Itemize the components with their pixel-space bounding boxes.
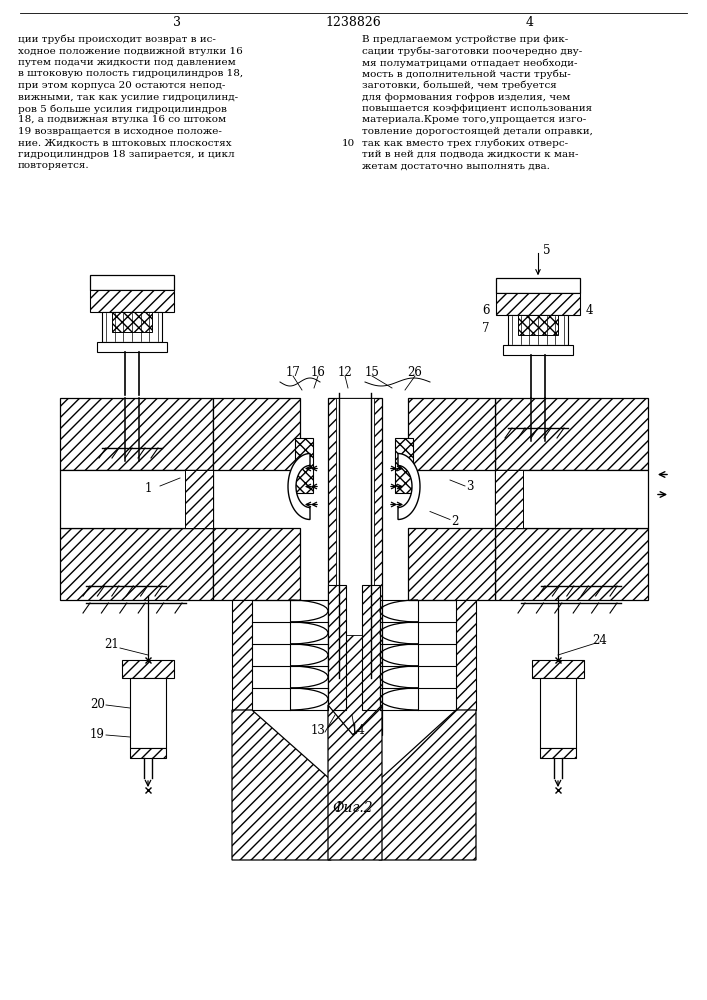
Text: 16: 16 — [310, 365, 325, 378]
Text: 21: 21 — [105, 639, 119, 652]
Text: 4: 4 — [586, 304, 593, 316]
Bar — [60, 398, 213, 470]
Text: жетам достаточно выполнять два.: жетам достаточно выполнять два. — [362, 161, 550, 170]
Bar — [90, 290, 174, 312]
Text: В предлагаемом устройстве при фик-: В предлагаемом устройстве при фик- — [362, 35, 568, 44]
Text: 5: 5 — [543, 243, 551, 256]
Text: путем подачи жидкости под давлением: путем подачи жидкости под давлением — [18, 58, 235, 67]
Bar — [213, 398, 300, 470]
Text: 17: 17 — [286, 365, 300, 378]
Bar — [362, 585, 380, 710]
Bar — [395, 438, 413, 493]
Bar — [90, 275, 174, 290]
Text: гидроцилиндров 18 запирается, и цикл: гидроцилиндров 18 запирается, и цикл — [18, 150, 235, 159]
Text: сации трубы-заготовки поочередно дву-: сации трубы-заготовки поочередно дву- — [362, 46, 583, 56]
Text: 2: 2 — [451, 515, 459, 528]
Text: ходное положение подвижной втулки 16: ходное положение подвижной втулки 16 — [18, 46, 243, 55]
Bar — [540, 748, 576, 758]
Bar — [60, 470, 213, 528]
Text: 7: 7 — [482, 322, 490, 334]
Bar — [60, 528, 213, 600]
Text: в штоковую полость гидроцилиндров 18,: в штоковую полость гидроцилиндров 18, — [18, 70, 243, 79]
Text: повторяется.: повторяется. — [18, 161, 90, 170]
Text: 1: 1 — [144, 482, 152, 494]
Text: 18, а подвижная втулка 16 со штоком: 18, а подвижная втулка 16 со штоком — [18, 115, 226, 124]
Text: 1238826: 1238826 — [325, 16, 381, 29]
Text: 6: 6 — [482, 304, 490, 316]
Text: Фиг.2: Фиг.2 — [333, 801, 373, 815]
Bar — [97, 342, 167, 352]
Bar — [495, 470, 523, 528]
Polygon shape — [379, 710, 476, 860]
Text: 26: 26 — [407, 365, 423, 378]
Polygon shape — [288, 454, 310, 520]
Text: материала.Кроме того,упрощается изго-: материала.Кроме того,упрощается изго- — [362, 115, 586, 124]
Text: 14: 14 — [351, 724, 366, 736]
Bar — [130, 678, 166, 748]
Bar — [496, 278, 580, 293]
Bar — [540, 678, 576, 748]
Text: тий в ней для подвода жидкости к ман-: тий в ней для подвода жидкости к ман- — [362, 150, 578, 159]
Text: 12: 12 — [338, 365, 352, 378]
Bar — [336, 398, 374, 635]
Text: 4: 4 — [526, 16, 534, 29]
Text: 24: 24 — [592, 634, 607, 647]
Bar — [532, 660, 584, 678]
Bar — [232, 600, 252, 710]
Text: ции трубы происходит возврат в ис-: ции трубы происходит возврат в ис- — [18, 35, 216, 44]
Text: 3: 3 — [466, 480, 474, 492]
Text: 19: 19 — [90, 728, 105, 742]
Polygon shape — [328, 705, 382, 860]
Text: при этом корпуса 20 остаются непод-: при этом корпуса 20 остаются непод- — [18, 81, 226, 90]
Text: для формования гофров изделия, чем: для формования гофров изделия, чем — [362, 93, 571, 102]
Bar — [508, 315, 568, 345]
Bar — [328, 585, 346, 710]
Text: 15: 15 — [365, 365, 380, 378]
Text: 10: 10 — [341, 138, 355, 147]
Text: заготовки, большей, чем требуется: заготовки, большей, чем требуется — [362, 81, 556, 91]
Text: мость в дополнительной части трубы-: мость в дополнительной части трубы- — [362, 70, 571, 79]
Text: вижными, так как усилие гидроцилинд-: вижными, так как усилие гидроцилинд- — [18, 93, 238, 102]
Text: мя полуматрицами отпадает необходи-: мя полуматрицами отпадает необходи- — [362, 58, 578, 68]
Text: 13: 13 — [310, 724, 325, 736]
Text: 19 возвращается в исходное положе-: 19 возвращается в исходное положе- — [18, 127, 222, 136]
Bar — [328, 398, 382, 735]
Text: ров 5 больше усилия гидроцилиндров: ров 5 больше усилия гидроцилиндров — [18, 104, 227, 113]
Bar — [496, 293, 580, 315]
Bar — [112, 312, 152, 332]
Bar — [130, 748, 166, 758]
Bar — [495, 470, 648, 528]
Bar — [503, 345, 573, 355]
Text: ние. Жидкость в штоковых плоскостях: ние. Жидкость в штоковых плоскостях — [18, 138, 232, 147]
Text: 3: 3 — [173, 16, 181, 29]
Bar — [102, 312, 162, 342]
Bar — [185, 470, 213, 528]
Text: 20: 20 — [90, 698, 105, 712]
Bar — [495, 398, 648, 470]
Bar — [456, 600, 476, 710]
Bar — [408, 528, 495, 600]
Text: товление дорогостоящей детали оправки,: товление дорогостоящей детали оправки, — [362, 127, 593, 136]
Bar — [213, 528, 300, 600]
Text: так как вместо трех глубоких отверс-: так как вместо трех глубоких отверс- — [362, 138, 568, 148]
Polygon shape — [232, 710, 331, 860]
Bar — [295, 438, 313, 493]
Bar — [122, 660, 174, 678]
Polygon shape — [398, 454, 420, 520]
Bar — [495, 528, 648, 600]
Bar — [518, 315, 558, 335]
Text: повышается коэффициент использования: повышается коэффициент использования — [362, 104, 592, 113]
Bar — [408, 398, 495, 470]
